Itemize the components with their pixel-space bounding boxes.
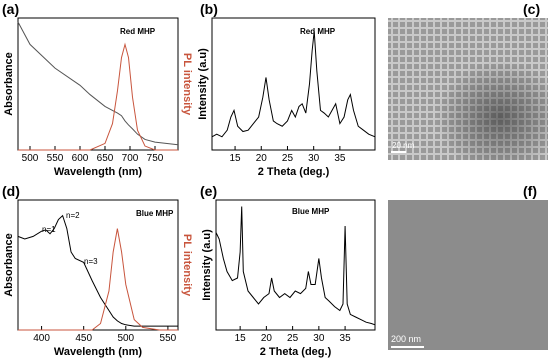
x-tick-label: 25 — [282, 153, 294, 164]
annotation: Red MHP — [300, 27, 336, 36]
panel-label: (e) — [200, 183, 217, 199]
y-axis-label: Absorbance — [3, 233, 15, 297]
series-line — [17, 21, 179, 146]
panel-label: (d) — [2, 183, 20, 199]
x-tick-label: 30 — [313, 333, 325, 344]
panel-label: (a) — [2, 1, 19, 17]
plot-frame — [211, 17, 376, 151]
series-line — [211, 31, 376, 138]
scale-bar-label: 200 nm — [391, 334, 421, 344]
image-f: 200 nm (f) — [388, 183, 548, 350]
x-tick-label: 15 — [229, 153, 241, 164]
scale-bar-label: 20 nm — [392, 141, 415, 150]
x-axis-label: 2 Theta (deg.) — [258, 166, 330, 178]
x-axis-label: 2 Theta (deg.) — [260, 346, 332, 358]
plot-frame — [215, 199, 376, 331]
series-line — [18, 42, 178, 151]
annotation: n=1 — [42, 225, 56, 234]
x-tick-label: 30 — [308, 153, 320, 164]
x-tick-label: 20 — [261, 333, 273, 344]
x-tick-label: 400 — [33, 333, 50, 344]
x-tick-label: 450 — [75, 333, 92, 344]
x-axis-label: Wavelength (nm) — [54, 346, 143, 358]
y-axis-label: Intensity (a.u) — [197, 48, 209, 120]
tem-shade — [388, 18, 548, 160]
panel-label: (f) — [523, 183, 537, 199]
x-tick-label: 35 — [334, 153, 346, 164]
x-tick-label: 550 — [160, 333, 177, 344]
annotation: Blue MHP — [292, 207, 330, 216]
x-tick-label: 750 — [147, 153, 164, 164]
plot-frame — [17, 199, 179, 331]
panel-label: (c) — [523, 1, 540, 17]
annotation: Blue MHP — [136, 209, 174, 218]
y-axis-label: Intensity (a.u) — [201, 229, 213, 301]
x-tick-label: 35 — [340, 333, 352, 344]
series-line — [215, 206, 376, 326]
annotation: Red MHP — [120, 27, 156, 36]
x-tick-label: 700 — [122, 153, 139, 164]
x-tick-label: 650 — [97, 153, 114, 164]
y2-axis-label: PL intensity — [181, 234, 193, 297]
x-tick-label: 500 — [22, 153, 39, 164]
sem-image — [388, 200, 548, 350]
panel-label: (b) — [200, 1, 218, 17]
x-tick-label: 500 — [117, 333, 134, 344]
series-line — [18, 228, 178, 331]
annotation: n=2 — [66, 211, 80, 220]
x-tick-label: 600 — [72, 153, 89, 164]
plot-frame — [17, 17, 179, 151]
series-line — [17, 214, 178, 327]
x-tick-label: 15 — [235, 333, 247, 344]
annotation: n=3 — [84, 257, 98, 266]
x-axis-label: Wavelength (nm) — [54, 166, 143, 178]
x-tick-label: 25 — [287, 333, 299, 344]
x-tick-label: 550 — [47, 153, 64, 164]
y2-axis-label: PL intensity — [181, 53, 193, 116]
y-axis-label: Absorbance — [3, 52, 15, 116]
image-c: 20 nm (c) — [388, 1, 548, 160]
x-tick-label: 20 — [256, 153, 268, 164]
